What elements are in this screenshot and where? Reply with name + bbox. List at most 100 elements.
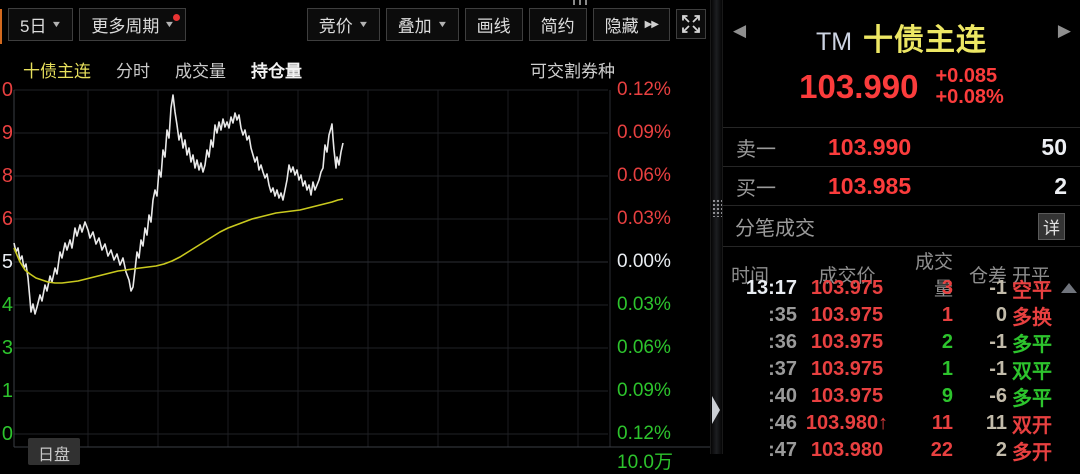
period-5day-label: 5日 (20, 16, 47, 36)
draw-line-button[interactable]: 画线 (464, 7, 523, 41)
chevron-down-icon: ▼ (164, 19, 176, 29)
tick-oi-change: -1 (989, 358, 1007, 380)
tick-time: :46 (768, 412, 797, 434)
tick-volume: 22 (930, 439, 953, 461)
percent-tick-label: 0.09% (617, 122, 671, 143)
tab-open-interest[interactable]: 持仓量 (251, 61, 302, 81)
tick-time: :40 (768, 385, 797, 407)
overlay-label: 叠加 (397, 16, 432, 36)
price-tick-label: 9 (1, 122, 13, 144)
col-price: 成交价 (818, 265, 876, 287)
tick-oi-change: -6 (989, 385, 1007, 407)
tick-open-close: 多平 (1012, 334, 1052, 356)
double-right-arrow-icon: ▶▶ (644, 18, 659, 30)
instrument-code: TM (815, 28, 853, 56)
percent-tick-label: 0.12% (617, 79, 671, 100)
bid-volume: 2 (1054, 172, 1067, 199)
more-periods-button[interactable]: 更多周期 ▼ (79, 7, 187, 41)
quote-header: ◀ ▶ TM 十债主连 103.990 +0.085 +0.08% (723, 0, 1080, 127)
tick-oi-change: 0 (995, 304, 1007, 326)
price-tick-label: 8 (1, 165, 13, 187)
col-open-close: 开平 (1012, 265, 1051, 287)
tab-intraday[interactable]: 分时 (116, 61, 150, 81)
price-tick-label: 5 (1, 251, 13, 273)
tab-volume[interactable]: 成交量 (175, 61, 226, 81)
active-period-edge-highlight (0, 9, 2, 44)
tick-price: 103.980↑ (805, 412, 889, 434)
tick-time: 13:17 (745, 277, 797, 299)
next-instrument-arrow[interactable]: ▶ (1057, 21, 1071, 40)
tick-time: :35 (768, 304, 797, 326)
price-tick-label: 3 (1, 337, 13, 359)
chart-panel: 5日 ▼ 更多周期 ▼ 竞价 ▼ 叠加 ▼ 画线 简约 隐藏 ▶▶ (0, 0, 710, 473)
tick-time: :37 (768, 358, 797, 380)
percent-tick-label: 0.03% (617, 208, 671, 229)
tick-row: :46 103.980↑ 11 11 双开 (723, 409, 1080, 437)
splitter-collapse-arrow[interactable] (712, 396, 720, 424)
col-volume: 成交量 (914, 252, 953, 300)
tick-price: 103.975 (810, 304, 884, 326)
tick-volume: 3 (941, 277, 953, 299)
percent-tick-label: 0.06% (617, 337, 671, 358)
simple-mode-button[interactable]: 简约 (528, 7, 587, 41)
expand-arrows-icon (682, 15, 700, 33)
tick-open-close: 空平 (1012, 280, 1052, 302)
detail-button[interactable]: 详 (1038, 212, 1065, 240)
bid-label: 买一 (736, 177, 776, 200)
period-5day-button[interactable]: 5日 ▼ (8, 7, 74, 41)
chart-toolbar: 5日 ▼ 更多周期 ▼ 竞价 ▼ 叠加 ▼ 画线 简约 隐藏 ▶▶ (8, 6, 706, 42)
auction-label: 竞价 (318, 16, 353, 36)
tick-row: :47 103.980 22 2 多开 (723, 436, 1080, 464)
tick-row: :37 103.975 1 -1 双平 (723, 355, 1080, 383)
draw-line-label: 画线 (476, 16, 511, 36)
splitter-grip-handle[interactable] (712, 199, 722, 217)
chevron-down-icon: ▼ (436, 19, 448, 29)
tick-price: 103.975 (810, 277, 884, 299)
intraday-chart[interactable] (0, 0, 710, 454)
chevron-down-icon: ▼ (51, 19, 63, 29)
scroll-up-arrow[interactable] (1061, 283, 1077, 293)
tab-instrument[interactable]: 十债主连 (23, 61, 91, 81)
fullscreen-button[interactable] (676, 9, 706, 39)
hide-button[interactable]: 隐藏 ▶▶ (592, 7, 670, 41)
session-tooltip: 日盘 (28, 438, 81, 465)
auction-button[interactable]: 竞价 ▼ (306, 7, 380, 41)
tick-table-body: 13:17 103.975 3 -1 空平:35 103.975 1 0 多换:36 103.97… (723, 274, 1080, 464)
tick-open-close: 双平 (1012, 361, 1052, 383)
percent-tick-label: 0.09% (617, 380, 671, 401)
tick-volume: 1 (941, 304, 953, 326)
panel-splitter[interactable] (710, 0, 723, 454)
tick-time: :36 (768, 331, 797, 353)
tick-row: 13:17 103.975 3 -1 空平 (723, 274, 1080, 302)
col-time: 时间 (731, 265, 770, 287)
price-change-pct: +0.08% (935, 86, 1004, 108)
simple-mode-label: 简约 (540, 16, 575, 36)
tick-price: 103.975 (810, 385, 884, 407)
ask-label: 卖一 (736, 138, 776, 161)
price-tick-label: 1 (1, 380, 13, 402)
chevron-down-icon: ▼ (357, 19, 370, 29)
price-change: +0.085 (935, 65, 998, 87)
tick-volume: 9 (941, 385, 953, 407)
tick-volume: 1 (941, 358, 953, 380)
last-price: 103.990 (799, 68, 919, 105)
prev-instrument-arrow[interactable]: ◀ (733, 21, 747, 40)
deliverable-bonds-link[interactable]: 可交割券种 (530, 61, 615, 81)
tick-oi-change: 11 (985, 412, 1007, 434)
tick-price: 103.975 (810, 358, 884, 380)
tick-oi-change: 2 (995, 439, 1007, 461)
hide-label: 隐藏 (604, 16, 639, 36)
avg_line (13, 198, 344, 284)
ticks-title: 分笔成交 (735, 217, 815, 240)
tick-price: 103.975 (810, 331, 884, 353)
tick-time: :47 (768, 439, 797, 461)
ask-row: 卖一 103.990 50 (723, 127, 1080, 166)
price-tick-label: 0 (1, 423, 13, 445)
more-periods-label: 更多周期 (91, 16, 160, 36)
tick-oi-change: -1 (989, 331, 1007, 353)
ask-price: 103.990 (828, 133, 912, 160)
bid-row: 买一 103.985 2 (723, 166, 1080, 205)
tick-price: 103.980 (810, 439, 884, 461)
overlay-button[interactable]: 叠加 ▼ (385, 7, 459, 41)
clipped-top-text (573, 0, 587, 5)
